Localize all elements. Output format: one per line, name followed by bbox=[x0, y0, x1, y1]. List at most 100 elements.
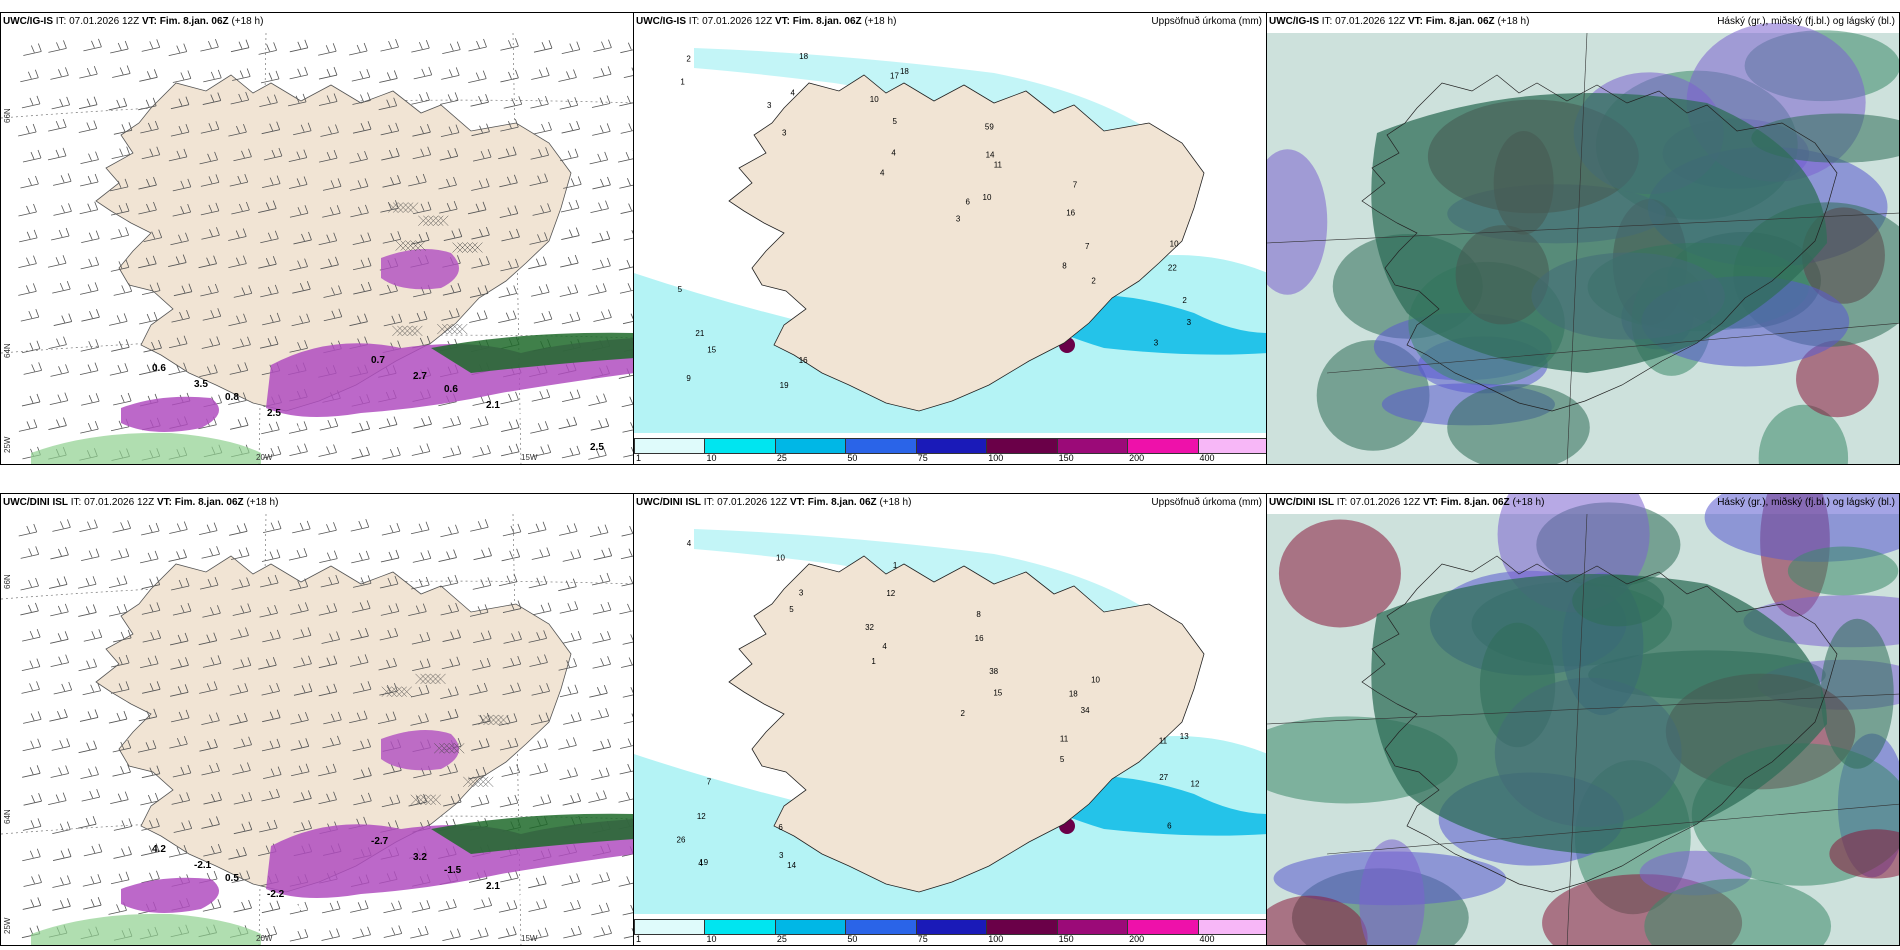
legend-label: 150 bbox=[1058, 934, 1074, 944]
wind-value-label: 0.7 bbox=[298, 902, 312, 913]
lat-label-66n: 66N bbox=[3, 574, 12, 589]
precip-value-label: 19 bbox=[780, 381, 789, 390]
precip-value-label: 26 bbox=[677, 836, 686, 845]
iceland-coastline bbox=[1361, 74, 1838, 412]
legend-swatch bbox=[845, 438, 916, 454]
precip-value-label: 16 bbox=[1066, 208, 1075, 217]
wind-map-svg: 2.5 3.5 2.5 1.8 2.7 2.1 0.5 0.6 0.8 0.9 0.7 0.6 3.2 2… bbox=[1, 32, 633, 464]
panel-wind-dini: -1.6 -2.1 -2.2 2.6 3.2 2.1 3.9 4.2 0.5 0.7 -2.7 -1.… bbox=[0, 493, 634, 946]
legend-swatch bbox=[1056, 919, 1128, 935]
legend-label: 400 bbox=[1199, 934, 1215, 944]
precip-value-label: 3 bbox=[779, 851, 784, 860]
precip-value-label: 13 bbox=[1180, 732, 1189, 741]
precip-value-label: 38 bbox=[989, 667, 998, 676]
legend-label: 100 bbox=[988, 453, 1004, 463]
panel-precip-igis: 1 3 4 3 2 3 2 3 4 6 8 3 9 4 5 10 7 2 15 18 10 11 16 22 21 19 17 14 7… bbox=[633, 12, 1267, 465]
legend-swatch bbox=[704, 919, 775, 935]
precip-value-label: 4 bbox=[790, 89, 795, 98]
precip-value-label: 16 bbox=[975, 634, 984, 643]
precip-value-label: 3 bbox=[1187, 318, 1192, 327]
legend-label: 200 bbox=[1129, 934, 1145, 944]
precip-value-label: 5 bbox=[678, 285, 683, 294]
precip-value-label: 27 bbox=[1159, 773, 1168, 782]
panel-subtitle: Uppsöfnuð úrkoma (mm) bbox=[1151, 16, 1262, 27]
precip-value-label: 10 bbox=[870, 95, 879, 104]
precip-value-label: 14 bbox=[787, 861, 796, 870]
panel-cloud-igis: UWC/IG-IS IT: 07.01.2026 12Z VT: Fim. 8.… bbox=[1266, 12, 1900, 465]
precip-value-label: 4 bbox=[687, 539, 692, 548]
wind-value-label: 0.8 bbox=[225, 392, 239, 403]
precip-value-label: 6 bbox=[1167, 821, 1172, 830]
legend-label: 10 bbox=[706, 453, 717, 463]
iceland-landmass bbox=[728, 555, 1205, 893]
precip-value-label: 6 bbox=[965, 198, 970, 207]
iceland-coastline bbox=[1361, 555, 1838, 893]
precip-value-label: 8 bbox=[1062, 262, 1067, 271]
precip-value-label: 22 bbox=[1168, 263, 1177, 272]
panel-subtitle: Uppsöfnuð úrkoma (mm) bbox=[1151, 497, 1262, 508]
precip-legend: 1 10 25 50 75 100 150 200 400 bbox=[634, 434, 1266, 464]
precip-value-label: 4 bbox=[882, 642, 887, 651]
legend-label: 25 bbox=[776, 453, 787, 463]
legend-swatch bbox=[634, 919, 705, 935]
legend-swatch bbox=[1056, 438, 1128, 454]
panel-subtitle: Háský (gr.), miðský (fj.bl.) og lágský (… bbox=[1717, 497, 1895, 508]
wind-value-label: -2.1 bbox=[194, 860, 212, 871]
cloud-map-svg bbox=[1267, 494, 1899, 945]
wind-value-label: 4.5 bbox=[517, 894, 531, 905]
panel-precip-dini: 4 5 1 2 5 6 4 3 4 15 11 12 19 10 32 38 34 27 26 14 12 16 18 13 1… bbox=[633, 493, 1267, 946]
precip-value-label: 18 bbox=[1069, 690, 1078, 699]
precip-value-label: 19 bbox=[699, 858, 708, 867]
precip-labels: 1 3 4 3 2 3 2 3 4 6 8 3 9 4 5 10 7 2 15 18 10 11 16 22 21 19 17 14 7… bbox=[678, 52, 1192, 390]
panel-title: UWC/DINI ISL IT: 07.01.2026 12Z VT: Fim.… bbox=[1269, 497, 1545, 508]
wind-value-label: 2.6 bbox=[340, 918, 354, 929]
precip-value-label: 16 bbox=[799, 356, 808, 365]
precip-value-label: 4 bbox=[891, 148, 896, 157]
precip-blobs bbox=[31, 730, 633, 945]
panel-subtitle: Háský (gr.), miðský (fj.bl.) og lágský (… bbox=[1717, 16, 1895, 27]
precip-value-label: 4 bbox=[698, 859, 703, 868]
iceland-landmass bbox=[728, 74, 1205, 412]
lon-label-20w: 20W bbox=[256, 934, 273, 943]
wind-value-label: 1.8 bbox=[340, 437, 354, 448]
precip-value-label: 7 bbox=[707, 778, 712, 787]
precip-value-label: 21 bbox=[695, 329, 704, 338]
precip-value-label: 7 bbox=[1073, 180, 1078, 189]
precip-value-label: 5 bbox=[789, 605, 794, 614]
precip-value-label: 10 bbox=[1091, 675, 1100, 684]
panel-wind-igis: 2.5 3.5 2.5 1.8 2.7 2.1 0.5 0.6 0.8 0.9 0.7 0.6 3.2 2… bbox=[0, 12, 634, 465]
wind-value-label: 4.2 bbox=[152, 844, 166, 855]
legend-label: 1 bbox=[636, 934, 642, 944]
hatch-patches bbox=[387, 202, 483, 337]
cloud-layers bbox=[1267, 13, 1899, 464]
precip-value-label: 1 bbox=[893, 561, 898, 570]
legend-label: 50 bbox=[847, 934, 858, 944]
precip-value-label: 3 bbox=[799, 588, 804, 597]
lon-label-20w: 20W bbox=[256, 453, 273, 462]
precip-value-label: 10 bbox=[1170, 239, 1179, 248]
legend-swatch bbox=[774, 438, 846, 454]
wind-value-label: 2.5 bbox=[121, 350, 135, 361]
precip-value-label: 10 bbox=[983, 193, 992, 202]
wind-map-svg: -1.6 -2.1 -2.2 2.6 3.2 2.1 3.9 4.2 0.5 0.7 -2.7 -1.… bbox=[1, 513, 633, 945]
precip-value-label: 11 bbox=[994, 161, 1003, 170]
precip-value-label: 3 bbox=[782, 128, 787, 137]
precip-value-label: 34 bbox=[1081, 706, 1090, 715]
precip-map-svg: 4512564341511121910323834272614121618131… bbox=[634, 524, 1266, 914]
legend-swatch bbox=[634, 438, 705, 454]
panel-title: UWC/IG-IS IT: 07.01.2026 12Z VT: Fim. 8.… bbox=[3, 16, 264, 27]
legend-swatch bbox=[915, 438, 987, 454]
legend-label: 1 bbox=[636, 453, 642, 463]
precip-value-label: 6 bbox=[778, 823, 783, 832]
precip-value-label: 15 bbox=[707, 345, 716, 354]
wind-value-label: 0.6 bbox=[444, 384, 458, 395]
legend-label: 200 bbox=[1129, 453, 1145, 463]
wind-value-label: -2.2 bbox=[267, 889, 285, 900]
lat-label-64n: 64N bbox=[3, 809, 12, 824]
wind-value-label: 2.5 bbox=[590, 442, 604, 453]
precip-value-label: 59 bbox=[985, 122, 994, 131]
legend-swatch bbox=[1197, 919, 1266, 935]
legend-label: 75 bbox=[917, 934, 928, 944]
legend-label: 400 bbox=[1199, 453, 1215, 463]
precip-value-label: 4 bbox=[880, 168, 885, 177]
